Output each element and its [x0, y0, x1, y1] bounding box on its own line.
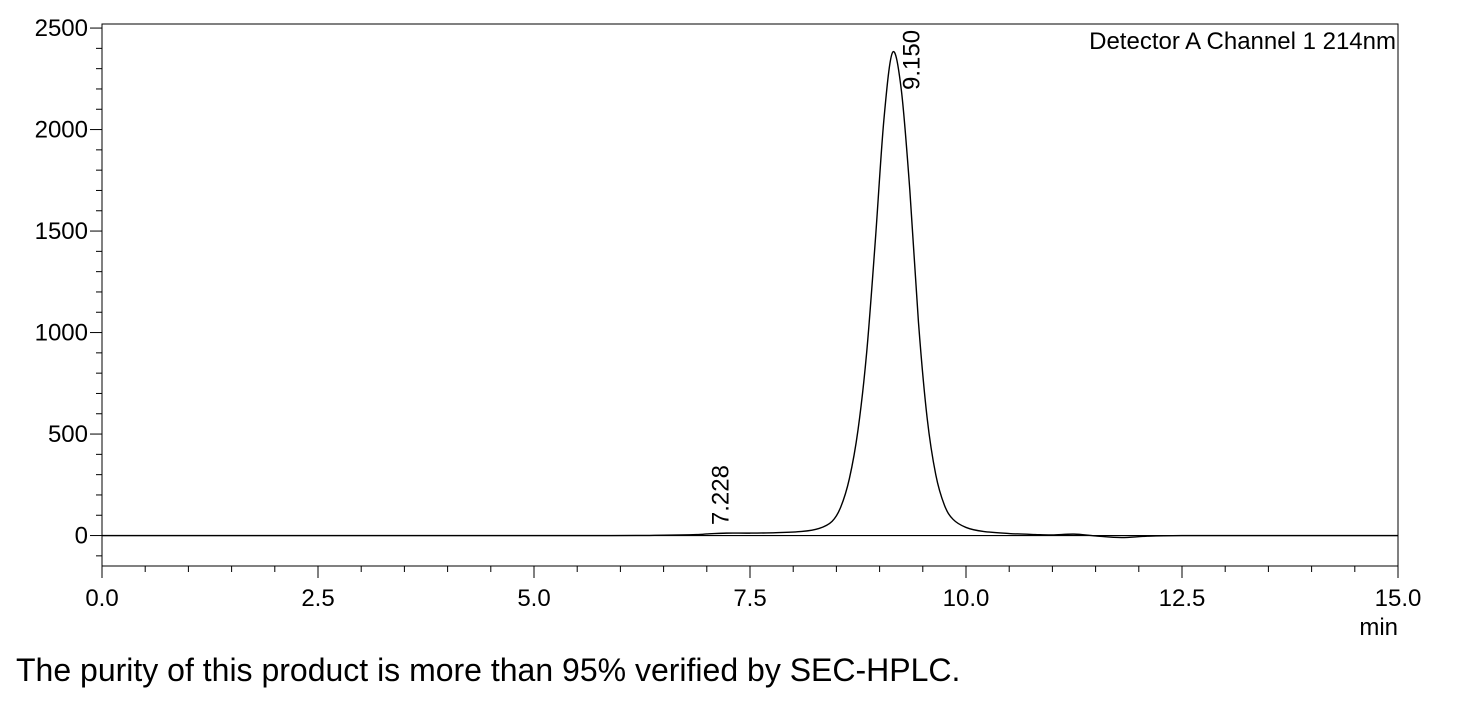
y-tick-label: 2000 [35, 117, 88, 144]
y-tick-label: 1000 [35, 320, 88, 347]
legend-label: Detector A Channel 1 214nm [1089, 28, 1396, 55]
purity-caption: The purity of this product is more than … [16, 652, 961, 688]
x-tick-label: 12.5 [1159, 585, 1206, 612]
x-tick-label: 7.5 [733, 585, 766, 612]
x-tick-label: 10.0 [943, 585, 990, 612]
y-axis: 0 500 1000 1500 2000 2500 [35, 15, 102, 557]
x-axis: 0.0 2.5 5.0 7.5 10.0 12.5 15.0 [85, 566, 1421, 612]
y-tick-label: 1500 [35, 218, 88, 245]
x-tick-label: 0.0 [85, 585, 118, 612]
peak-label: 9.150 [899, 30, 926, 90]
y-tick-label: 0 [75, 523, 88, 550]
plot-border [101, 23, 1399, 567]
series-layer [101, 50, 1398, 539]
y-tick-label: 2500 [35, 15, 88, 42]
y-tick-label: 500 [48, 421, 88, 448]
plot-frame [101, 23, 1399, 567]
peak-label: 7.228 [707, 465, 734, 525]
peak-labels: 7.228 9.150 [707, 30, 925, 525]
x-axis-unit-label: min [1359, 614, 1398, 641]
x-tick-label: 15.0 [1375, 585, 1422, 612]
chromatogram-trace [101, 50, 1398, 539]
x-tick-label: 5.0 [517, 585, 550, 612]
x-tick-label: 2.5 [301, 585, 334, 612]
